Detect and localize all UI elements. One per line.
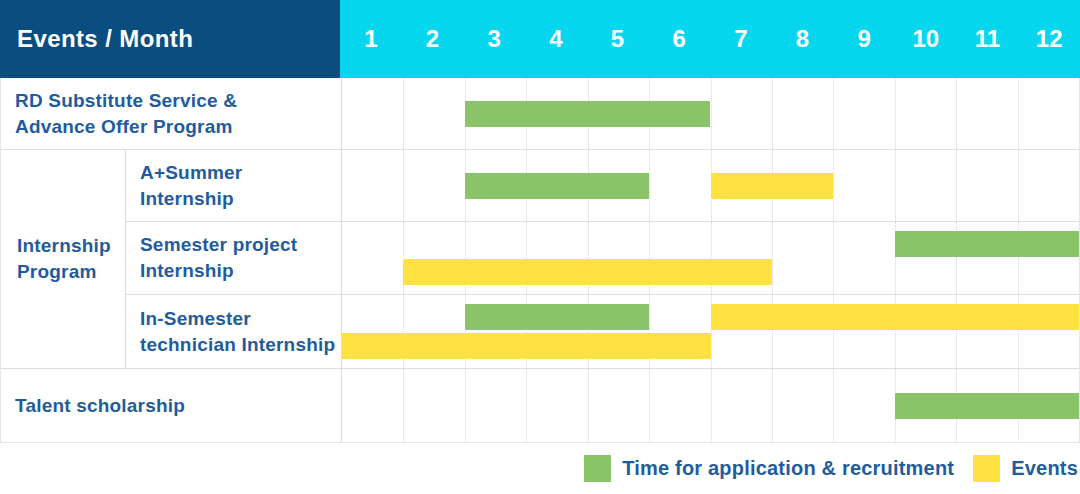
month-tick-11: 11	[957, 0, 1019, 78]
month-tick-10: 10	[895, 0, 957, 78]
application-bar	[465, 101, 711, 127]
legend-item-application: Time for application & recruitment	[584, 455, 954, 482]
month-header-cells: 123456789101112	[340, 0, 1080, 78]
month-tick-6: 6	[648, 0, 710, 78]
table-title: Events / Month	[0, 0, 340, 78]
group-label-internship-program: Internship Program	[1, 150, 125, 369]
row-chart-semester-project-internship	[341, 222, 1079, 295]
row-label-a-plus-summer-internship: A+Summer Internship	[125, 150, 341, 222]
month-gridline	[588, 369, 589, 442]
month-gridline	[833, 78, 834, 149]
month-tick-3: 3	[463, 0, 525, 78]
month-tick-1: 1	[340, 0, 402, 78]
legend-label-application: Time for application & recruitment	[622, 457, 954, 480]
month-gridline	[833, 222, 834, 294]
month-gridline	[403, 150, 404, 221]
legend: Time for application & recruitment Events	[584, 455, 1078, 482]
legend-item-event: Events	[973, 455, 1078, 482]
row-chart-talent-scholarship	[341, 369, 1079, 442]
month-gridline	[526, 369, 527, 442]
month-gridline	[465, 369, 466, 442]
month-tick-9: 9	[833, 0, 895, 78]
month-tick-4: 4	[525, 0, 587, 78]
month-gridline	[895, 78, 896, 149]
gantt-body: RD Substitute Service & Advance Offer Pr…	[0, 78, 1080, 443]
event-bar	[342, 333, 711, 359]
row-label-semester-project-internship: Semester project Internship	[125, 222, 341, 295]
month-gridline	[1018, 150, 1019, 221]
legend-swatch-event	[973, 455, 1000, 482]
month-gridline	[772, 78, 773, 149]
month-gridline	[956, 150, 957, 221]
month-gridline	[711, 78, 712, 149]
legend-label-event: Events	[1011, 457, 1078, 480]
month-tick-2: 2	[402, 0, 464, 78]
row-label-rd-substitute-service: RD Substitute Service & Advance Offer Pr…	[1, 78, 341, 150]
application-bar	[895, 393, 1079, 419]
month-tick-8: 8	[772, 0, 834, 78]
month-gridline	[895, 150, 896, 221]
month-gridline	[772, 369, 773, 442]
row-label-in-semester-technician-internship: In-Semester technician Internship	[125, 295, 341, 369]
row-chart-a-plus-summer-internship	[341, 150, 1079, 222]
legend-swatch-application	[584, 455, 611, 482]
month-gridline	[649, 150, 650, 221]
month-gridline	[956, 78, 957, 149]
event-bar	[711, 173, 834, 199]
event-bar	[711, 304, 1080, 330]
month-gridline	[772, 222, 773, 294]
month-gridline	[403, 369, 404, 442]
gantt-chart: Events / Month 123456789101112 RD Substi…	[0, 0, 1080, 494]
row-chart-rd-substitute-service	[341, 78, 1079, 150]
month-tick-12: 12	[1018, 0, 1080, 78]
month-tick-5: 5	[587, 0, 649, 78]
month-gridline	[833, 150, 834, 221]
month-gridline	[1018, 78, 1019, 149]
application-bar	[895, 231, 1079, 257]
application-bar	[465, 304, 649, 330]
row-label-talent-scholarship: Talent scholarship	[1, 369, 341, 442]
month-gridline	[711, 369, 712, 442]
month-tick-7: 7	[710, 0, 772, 78]
table-header-row: Events / Month 123456789101112	[0, 0, 1080, 78]
month-gridline	[833, 369, 834, 442]
row-chart-in-semester-technician-internship	[341, 295, 1079, 369]
month-gridline	[649, 369, 650, 442]
month-gridline	[403, 78, 404, 149]
application-bar	[465, 173, 649, 199]
event-bar	[403, 259, 772, 285]
